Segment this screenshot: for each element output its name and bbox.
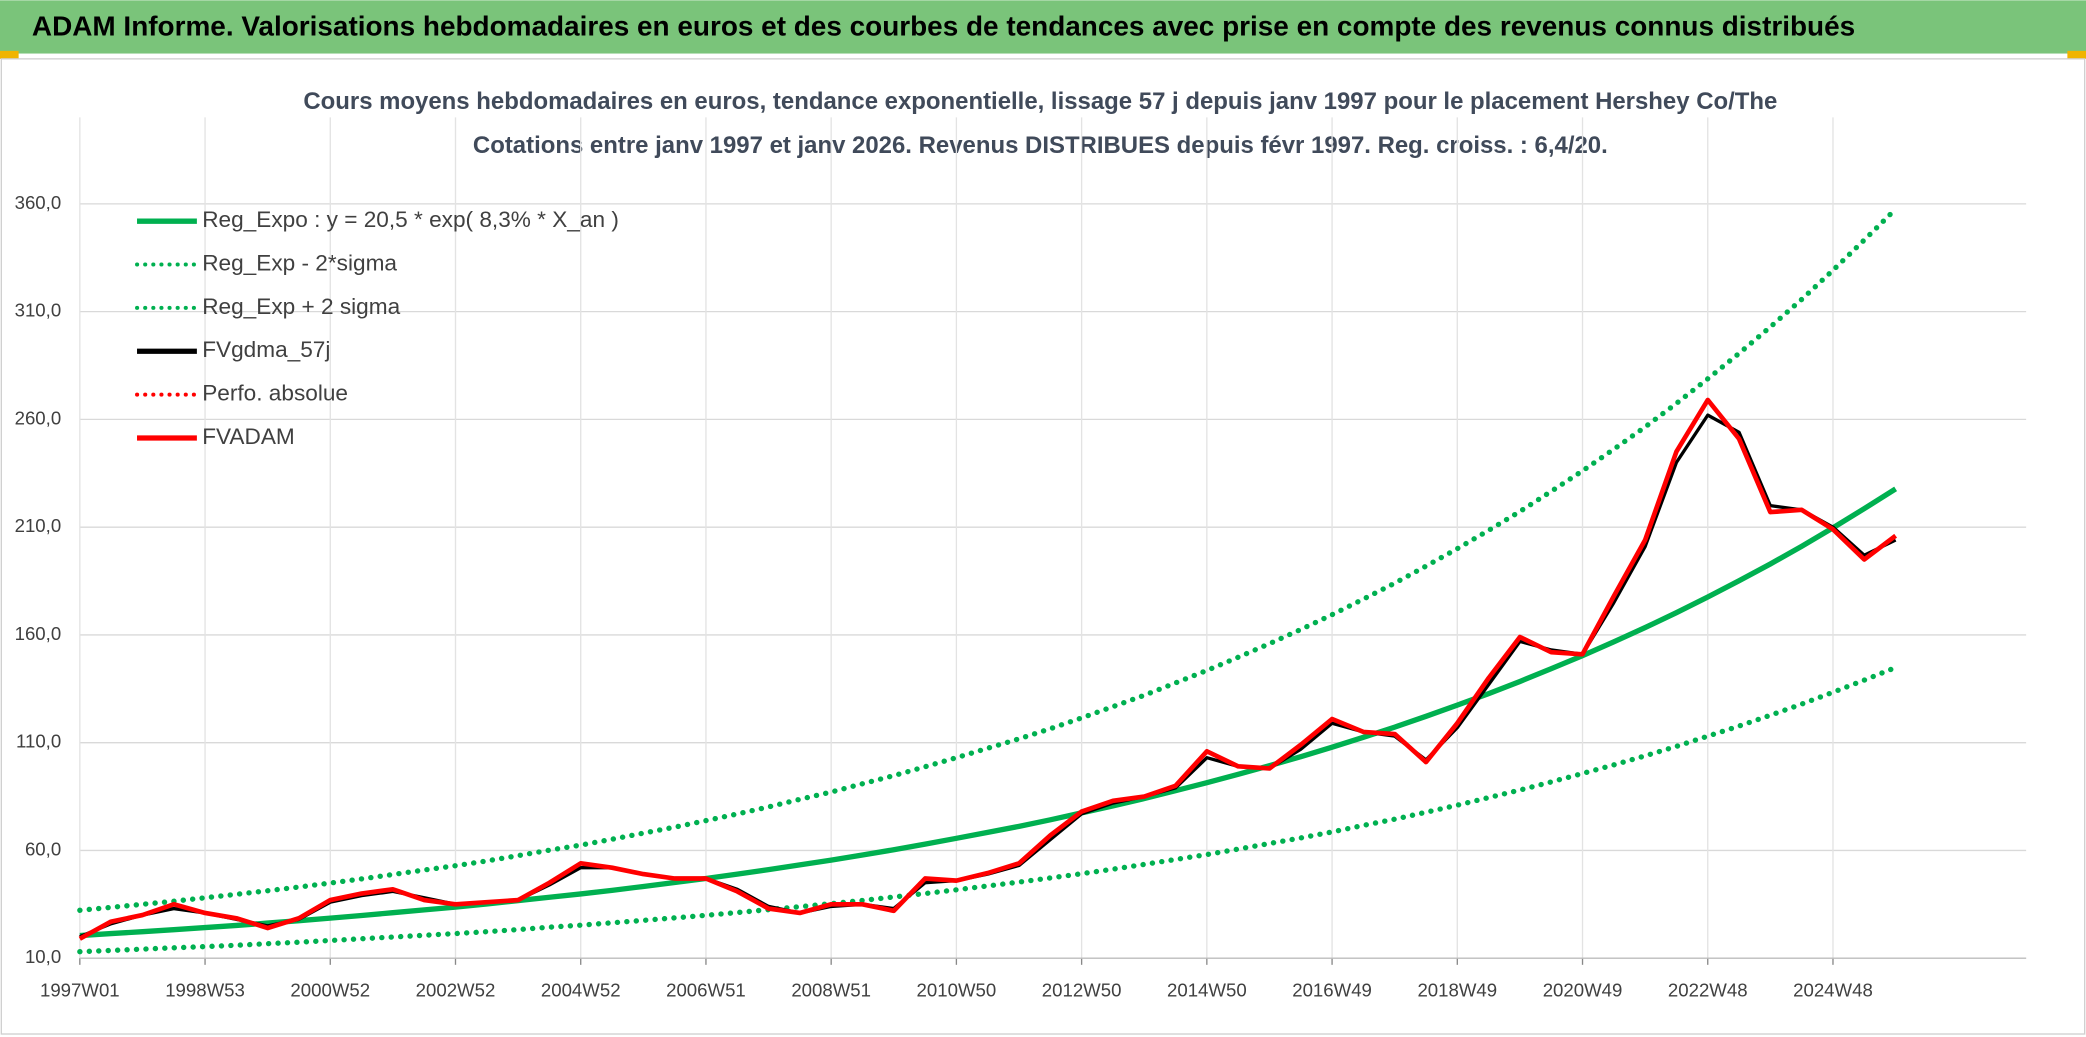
x-tick-label: 2024W48 bbox=[1793, 979, 1873, 1000]
y-tick-label: 110,0 bbox=[16, 731, 61, 752]
line-series bbox=[77, 206, 1899, 913]
y-tick-label: 360,0 bbox=[15, 192, 62, 213]
y-tick-label: 10,0 bbox=[25, 946, 61, 967]
line-series bbox=[79, 486, 1898, 939]
y-tick-label: 160,0 bbox=[15, 623, 62, 644]
x-tick-label: 2018W49 bbox=[1417, 979, 1497, 1000]
y-tick-label: 260,0 bbox=[15, 407, 62, 428]
x-tick-label: 2004W52 bbox=[541, 979, 621, 1000]
x-tick-label: 2010W50 bbox=[917, 979, 997, 1000]
corner bbox=[2067, 50, 2086, 59]
header-bar bbox=[0, 0, 2086, 54]
legend-label: FVADAM bbox=[202, 424, 295, 449]
x-tick-label: 2006W51 bbox=[666, 979, 746, 1000]
legend-label: Reg_Expo : y = 20,5 * exp( 8,3% * X_an ) bbox=[202, 207, 619, 232]
x-tick-label: 2008W51 bbox=[791, 979, 871, 1000]
legend-label: Reg_Exp + 2 sigma bbox=[202, 294, 400, 319]
x-tick-label: 2016W49 bbox=[1292, 979, 1372, 1000]
x-tick-label: 2020W49 bbox=[1543, 979, 1623, 1000]
chart-title: Cours moyens hebdomadaires en euros, ten… bbox=[303, 88, 1777, 115]
chart-subtitle: Cotations entre janv 1997 et janv 2026. … bbox=[473, 132, 1608, 159]
legend-label: Perfo. absolue bbox=[202, 381, 348, 406]
chart-frame bbox=[0, 58, 2086, 1035]
line-series bbox=[77, 664, 1899, 955]
x-tick-label: 2014W50 bbox=[1167, 979, 1247, 1000]
plot-area: 10,0 60,0 110,0 160,0 210,0 260,0 310,0 360,0 19… bbox=[15, 117, 2027, 1000]
corner bbox=[0, 50, 19, 59]
y-tick-label: 310,0 bbox=[15, 300, 62, 321]
y-tick-label: 210,0 bbox=[15, 515, 62, 536]
legend-label: Reg_Exp - 2*sigma bbox=[202, 251, 397, 276]
x-tick-label: 2000W52 bbox=[290, 979, 370, 1000]
x-tick-label: 2022W48 bbox=[1668, 979, 1748, 1000]
x-tick-label: 1998W53 bbox=[165, 979, 245, 1000]
line-series bbox=[78, 397, 1898, 941]
legend-label: FVgdma_57j bbox=[202, 337, 330, 362]
page-title: ADAM Informe. Valorisations hebdomadaire… bbox=[32, 11, 1855, 42]
x-tick-label: 1997W01 bbox=[40, 979, 120, 1000]
x-tick-label: 2012W50 bbox=[1042, 979, 1122, 1000]
y-tick-label: 60,0 bbox=[25, 838, 61, 859]
x-tick-label: 2002W52 bbox=[416, 979, 496, 1000]
